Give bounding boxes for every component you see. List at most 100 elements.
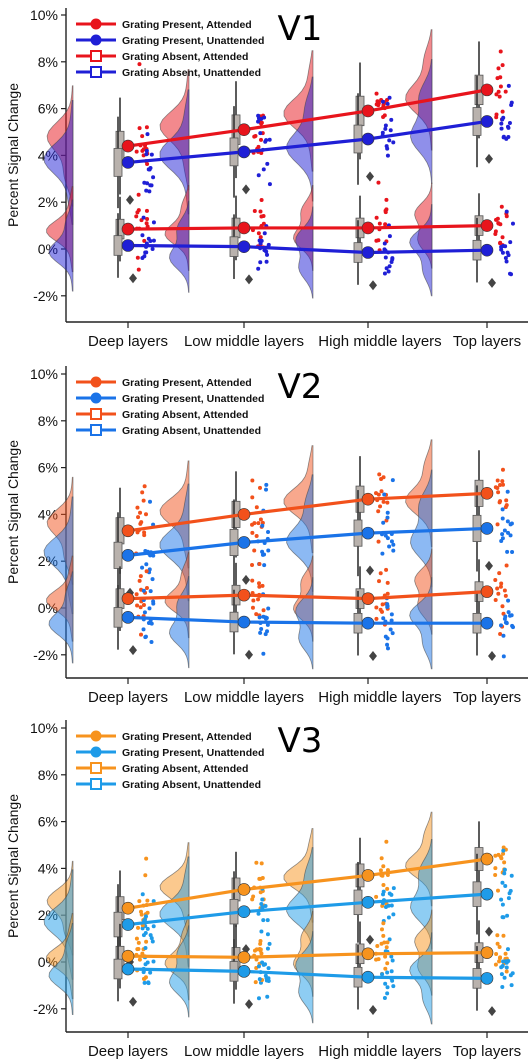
- mean-marker: [480, 852, 494, 866]
- data-dot: [505, 549, 510, 554]
- data-dot: [138, 521, 143, 526]
- data-dot: [256, 266, 261, 271]
- x-tick-label: Low middle layers: [184, 333, 304, 350]
- series-line: [127, 88, 488, 148]
- data-dot: [508, 522, 513, 527]
- mean-marker: [237, 588, 251, 602]
- y-tick-label: 4%: [38, 860, 58, 876]
- data-dot: [510, 549, 515, 554]
- data-dot: [137, 899, 142, 904]
- data-dot: [497, 945, 502, 950]
- y-tick-label: -2%: [33, 288, 58, 304]
- mean-marker: [121, 949, 135, 963]
- series-line: [127, 491, 488, 533]
- data-dot: [496, 221, 501, 226]
- data-dot: [150, 247, 155, 252]
- data-dot: [499, 972, 504, 977]
- data-dot: [266, 242, 271, 247]
- y-tick-label: 8%: [38, 767, 58, 783]
- data-dot: [496, 89, 501, 94]
- data-dot: [151, 175, 156, 180]
- data-dot: [390, 958, 395, 963]
- data-dot: [140, 892, 145, 897]
- x-tick-label: Low middle layers: [184, 689, 304, 706]
- data-dot: [261, 918, 266, 923]
- data-dot: [265, 994, 270, 999]
- data-dot: [374, 616, 379, 621]
- data-dot: [379, 489, 384, 494]
- data-dot: [137, 126, 142, 131]
- outlier-marker: [485, 926, 493, 937]
- panel-title: V2: [278, 367, 323, 407]
- data-dot: [264, 259, 269, 264]
- box: [113, 541, 123, 569]
- series-line: [127, 119, 488, 165]
- mean-marker: [480, 522, 494, 535]
- mean-marker: [121, 222, 135, 236]
- outlier-marker: [242, 574, 250, 585]
- violin-half: [48, 922, 74, 1016]
- data-dot: [495, 216, 500, 221]
- data-dot: [493, 873, 498, 878]
- data-dot: [502, 588, 507, 593]
- data-dot: [389, 117, 394, 122]
- data-dot: [493, 485, 498, 490]
- mean-marker: [361, 526, 375, 540]
- data-dot: [497, 571, 502, 576]
- data-dot: [504, 136, 509, 141]
- data-dot: [505, 913, 510, 918]
- data-dot: [151, 924, 156, 929]
- data-dot: [385, 153, 390, 158]
- y-tick-label: 10%: [30, 7, 58, 23]
- mean-marker: [237, 951, 251, 964]
- data-dot: [142, 530, 147, 535]
- y-axis-label: Percent Signal Change: [5, 83, 21, 227]
- y-tick-label: 6%: [38, 101, 58, 117]
- data-dot: [382, 940, 387, 945]
- data-dot: [383, 123, 388, 128]
- outlier-marker: [485, 560, 493, 571]
- data-dot: [499, 244, 504, 249]
- x-tick-label: High middle layers: [318, 1043, 441, 1060]
- data-dot: [137, 62, 142, 67]
- data-dot: [140, 565, 145, 570]
- data-dot: [501, 933, 506, 938]
- data-dot: [134, 592, 139, 597]
- data-dot: [142, 917, 147, 922]
- data-dot: [258, 131, 263, 136]
- data-dot: [265, 946, 270, 951]
- data-dot: [385, 636, 390, 641]
- data-dot: [144, 208, 149, 213]
- mean-marker: [237, 123, 251, 136]
- data-dot: [504, 498, 509, 503]
- data-dot: [509, 103, 514, 108]
- data-dot: [148, 166, 153, 171]
- data-dot: [134, 214, 139, 219]
- data-dot: [502, 871, 507, 876]
- data-dot: [259, 214, 264, 219]
- data-dot: [378, 868, 383, 873]
- data-dot: [498, 584, 503, 589]
- data-dot: [381, 882, 386, 887]
- data-dot: [380, 99, 385, 104]
- data-dot: [503, 89, 508, 94]
- mean-marker: [121, 592, 135, 605]
- data-dot: [261, 651, 266, 656]
- data-dot: [374, 102, 379, 107]
- data-dot: [136, 925, 141, 930]
- data-dot: [382, 241, 387, 246]
- data-dot: [500, 235, 505, 240]
- panel-title: V3: [278, 721, 323, 761]
- data-dot: [383, 222, 388, 227]
- y-tick-label: 8%: [38, 413, 58, 429]
- legend-marker: [90, 730, 102, 742]
- data-dot: [254, 505, 259, 510]
- mean-marker: [480, 616, 494, 630]
- data-dot: [500, 250, 505, 255]
- data-dot: [144, 221, 149, 226]
- data-dot: [140, 490, 145, 495]
- data-dot: [256, 173, 261, 178]
- outlier-marker: [366, 934, 374, 945]
- data-dot: [382, 271, 387, 276]
- mean-marker: [480, 115, 494, 128]
